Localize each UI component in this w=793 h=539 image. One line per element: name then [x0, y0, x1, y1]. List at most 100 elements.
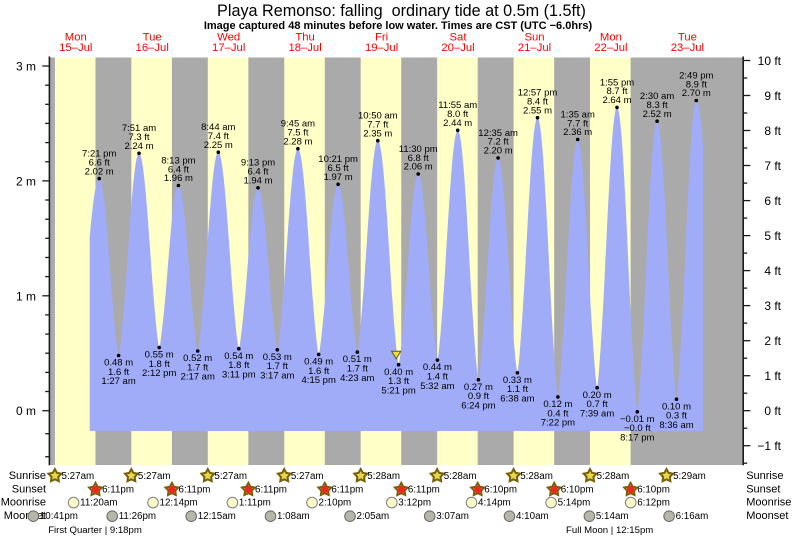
svg-text:21–Jul: 21–Jul: [518, 42, 551, 54]
svg-text:4:14pm: 4:14pm: [478, 498, 511, 509]
svg-text:5:28am: 5:28am: [597, 471, 630, 482]
svg-text:2.20 m: 2.20 m: [484, 146, 513, 157]
svg-text:7.7 ft: 7.7 ft: [367, 120, 388, 131]
svg-text:2.24 m: 2.24 m: [124, 141, 153, 152]
svg-text:6.8 ft: 6.8 ft: [408, 153, 429, 164]
svg-text:11:20am: 11:20am: [80, 498, 117, 509]
svg-text:Moonrise: Moonrise: [1, 497, 46, 509]
svg-text:5:21 pm: 5:21 pm: [381, 385, 415, 396]
svg-text:10:41pm: 10:41pm: [40, 511, 78, 522]
svg-text:12:35 am: 12:35 am: [478, 128, 518, 139]
svg-text:2.55 m: 2.55 m: [523, 105, 552, 116]
svg-text:1.94 m: 1.94 m: [243, 176, 272, 187]
svg-text:2 ft: 2 ft: [764, 334, 781, 348]
svg-text:3:11 pm: 3:11 pm: [222, 369, 256, 380]
svg-text:2:49 pm: 2:49 pm: [679, 70, 713, 81]
svg-text:0 m: 0 m: [16, 404, 36, 418]
svg-text:5:27am: 5:27am: [291, 471, 324, 482]
svg-text:7.7 ft: 7.7 ft: [567, 118, 588, 129]
svg-text:1:35 am: 1:35 am: [561, 109, 595, 120]
svg-text:First Quarter | 9:18pm: First Quarter | 9:18pm: [48, 525, 142, 536]
svg-text:2.06 m: 2.06 m: [404, 162, 433, 173]
svg-text:0.55 m: 0.55 m: [145, 350, 174, 361]
svg-text:Moonrise: Moonrise: [746, 497, 791, 509]
svg-text:7 ft: 7 ft: [764, 159, 781, 173]
svg-text:0.20 m: 0.20 m: [583, 390, 612, 401]
svg-text:0.48 m: 0.48 m: [104, 358, 133, 369]
svg-text:Fri: Fri: [375, 31, 388, 43]
svg-text:8.4 ft: 8.4 ft: [527, 97, 548, 108]
svg-text:8:36 am: 8:36 am: [659, 420, 693, 431]
svg-text:11:55 am: 11:55 am: [438, 100, 477, 111]
svg-text:1.8 ft: 1.8 ft: [149, 359, 170, 370]
svg-text:11:30 pm: 11:30 pm: [399, 144, 438, 155]
svg-text:3:12pm: 3:12pm: [398, 498, 431, 509]
svg-text:22–Jul: 22–Jul: [594, 42, 627, 54]
svg-text:2.52 m: 2.52 m: [643, 109, 672, 120]
svg-text:2:05am: 2:05am: [357, 511, 390, 522]
svg-text:6.4 ft: 6.4 ft: [168, 164, 189, 175]
svg-text:1.7 ft: 1.7 ft: [187, 362, 208, 373]
svg-text:1.6 ft: 1.6 ft: [308, 366, 329, 377]
svg-text:Sat: Sat: [450, 31, 468, 43]
svg-text:2.44 m: 2.44 m: [443, 118, 472, 129]
svg-text:9 ft: 9 ft: [764, 89, 781, 103]
svg-text:0.7 ft: 0.7 ft: [587, 399, 608, 410]
svg-text:12:15am: 12:15am: [198, 511, 236, 522]
svg-text:Mon: Mon: [65, 31, 87, 43]
svg-text:8:44 am: 8:44 am: [201, 122, 235, 133]
svg-text:2.02 m: 2.02 m: [85, 166, 114, 177]
svg-text:5 ft: 5 ft: [764, 229, 781, 243]
svg-text:0.12 m: 0.12 m: [543, 399, 572, 410]
svg-text:8.0 ft: 8.0 ft: [447, 109, 468, 120]
svg-text:5:29am: 5:29am: [673, 471, 706, 482]
svg-text:7.2 ft: 7.2 ft: [488, 137, 509, 148]
svg-text:2.28 m: 2.28 m: [283, 136, 312, 147]
svg-text:Sunset: Sunset: [12, 484, 46, 496]
svg-text:1 m: 1 m: [16, 289, 36, 303]
svg-text:0.40 m: 0.40 m: [384, 367, 413, 378]
svg-text:4:10am: 4:10am: [516, 511, 549, 522]
svg-text:3:17 am: 3:17 am: [260, 371, 294, 382]
svg-text:6.5 ft: 6.5 ft: [328, 163, 349, 174]
svg-text:6:11pm: 6:11pm: [102, 485, 134, 496]
svg-text:5:27am: 5:27am: [138, 471, 171, 482]
svg-text:0.4 ft: 0.4 ft: [547, 408, 568, 419]
svg-text:2:30 am: 2:30 am: [640, 91, 674, 102]
svg-text:6 ft: 6 ft: [764, 194, 781, 208]
svg-text:7.5 ft: 7.5 ft: [287, 128, 308, 139]
svg-text:4:23 am: 4:23 am: [340, 373, 374, 384]
svg-text:0.51 m: 0.51 m: [343, 354, 372, 365]
svg-text:4 ft: 4 ft: [764, 264, 781, 278]
svg-text:Image captured 48 minutes befo: Image captured 48 minutes before low wat…: [204, 20, 593, 32]
svg-text:1.96 m: 1.96 m: [164, 173, 193, 184]
svg-text:1:27 am: 1:27 am: [101, 376, 135, 387]
svg-text:8:13 pm: 8:13 pm: [161, 155, 195, 166]
svg-text:0.44 m: 0.44 m: [423, 362, 452, 373]
svg-text:5:32 am: 5:32 am: [420, 381, 454, 392]
svg-text:9:13 pm: 9:13 pm: [241, 158, 275, 169]
svg-text:6:11pm: 6:11pm: [179, 485, 211, 496]
svg-text:1.7 ft: 1.7 ft: [347, 364, 368, 375]
svg-text:0.3 ft: 0.3 ft: [666, 411, 687, 422]
svg-text:6:24 pm: 6:24 pm: [461, 400, 495, 411]
svg-text:0.9 ft: 0.9 ft: [468, 391, 489, 402]
svg-text:20–Jul: 20–Jul: [441, 42, 474, 54]
svg-text:15–Jul: 15–Jul: [59, 42, 92, 54]
svg-text:6:10pm: 6:10pm: [484, 485, 517, 496]
svg-text:7:51 am: 7:51 am: [122, 123, 156, 134]
svg-text:Sun: Sun: [524, 31, 544, 43]
svg-text:1:55 pm: 1:55 pm: [600, 77, 634, 88]
svg-text:6:11pm: 6:11pm: [408, 485, 440, 496]
svg-text:1.1 ft: 1.1 ft: [507, 384, 528, 395]
svg-text:8.3 ft: 8.3 ft: [647, 100, 668, 111]
svg-text:1.7 ft: 1.7 ft: [267, 361, 288, 372]
svg-text:0.49 m: 0.49 m: [304, 357, 333, 368]
svg-text:2 m: 2 m: [16, 174, 36, 188]
svg-text:0.53 m: 0.53 m: [263, 352, 292, 363]
svg-text:5:28am: 5:28am: [444, 471, 477, 482]
svg-text:9:45 am: 9:45 am: [281, 119, 315, 130]
svg-text:10 ft: 10 ft: [758, 54, 782, 68]
svg-text:6.6 ft: 6.6 ft: [89, 157, 110, 168]
svg-text:0.54 m: 0.54 m: [224, 351, 253, 362]
